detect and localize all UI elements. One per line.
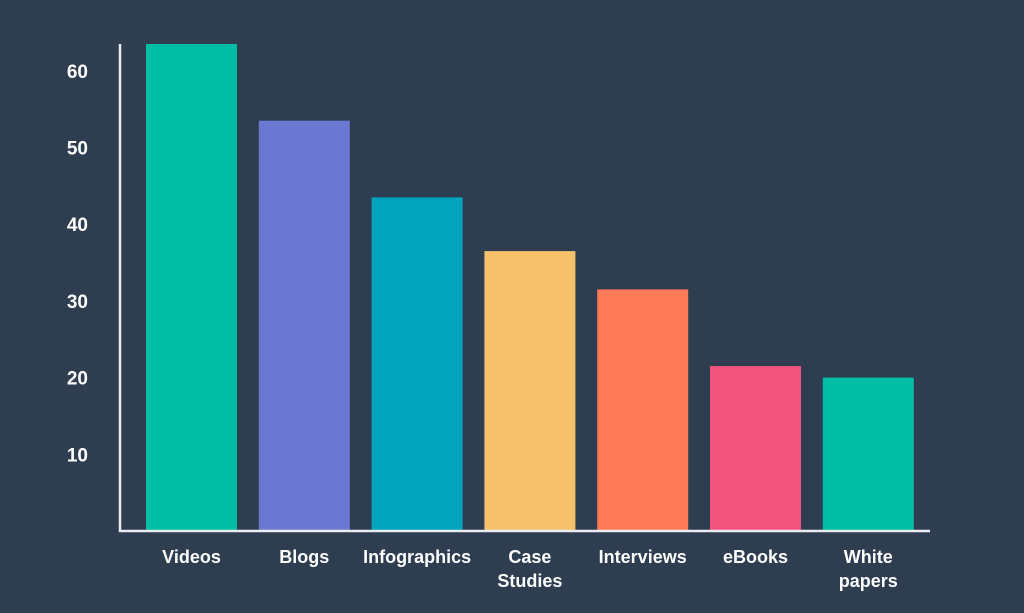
y-tick-label-10: 10: [67, 445, 88, 466]
x-tick-label-case-studies: Case Studies: [497, 547, 562, 591]
x-tick-label-blogs: Blogs: [279, 547, 329, 567]
x-tick-label-ebooks: eBooks: [723, 547, 788, 567]
bar-white-papers: [822, 377, 914, 531]
bar-blogs: [258, 120, 350, 531]
y-tick-label-20: 20: [67, 369, 88, 390]
x-tick-label-videos: Videos: [162, 547, 221, 567]
y-tick-label-50: 50: [67, 139, 88, 160]
x-tick-label-white-papers: White papers: [839, 547, 898, 591]
y-tick-label-60: 60: [67, 62, 88, 83]
bar-videos: [146, 44, 237, 531]
y-tick-label-40: 40: [67, 215, 88, 236]
y-axis-ticks: 10 20 30 40 50 60: [67, 62, 88, 466]
bars-group: [146, 44, 914, 531]
bar-case-studies: [484, 251, 576, 531]
x-tick-label-infographics: Infographics: [363, 547, 471, 567]
bar-interviews: [597, 289, 689, 531]
bar-infographics: [371, 197, 463, 531]
x-tick-label-interviews: Interviews: [599, 547, 687, 567]
bar-ebooks: [710, 366, 801, 531]
y-tick-label-30: 30: [67, 292, 88, 313]
x-axis-labels: Videos Blogs Infographics Case Studies Interv…: [162, 547, 898, 591]
